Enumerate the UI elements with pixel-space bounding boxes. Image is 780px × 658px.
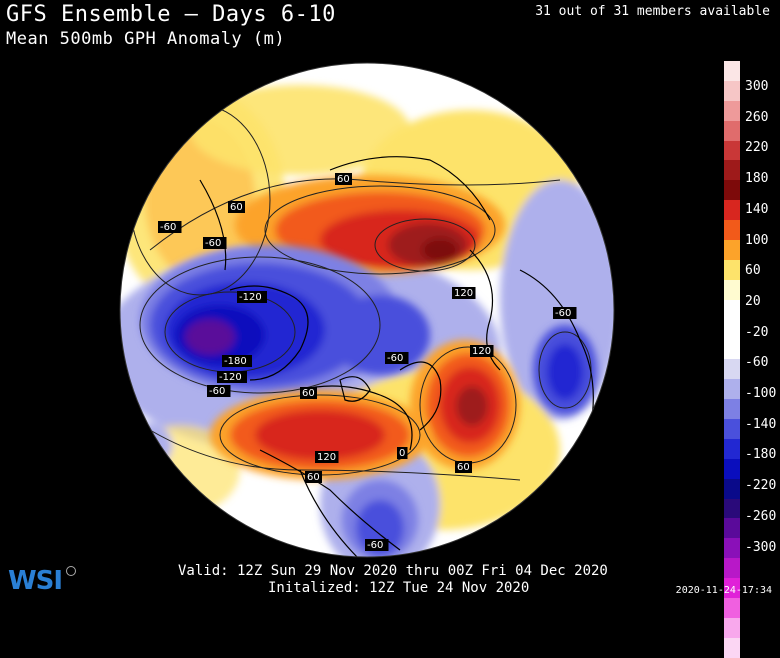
legend-label: 220: [745, 140, 769, 156]
label-60b-pacific: -60: [207, 385, 231, 397]
anomaly-field: [120, 85, 614, 557]
legend-swatch: [724, 438, 740, 459]
legend-swatch: [724, 61, 740, 81]
label-120b-pacific: -120: [217, 371, 247, 383]
legend-label: 140: [745, 201, 769, 217]
legend-swatch: [724, 160, 740, 181]
legend-swatch: [724, 558, 740, 579]
svg-text:60: 60: [337, 174, 350, 185]
label-60-pacific: -60: [203, 237, 227, 249]
label-60-arctic: 60: [335, 173, 352, 185]
svg-text:60: 60: [307, 472, 320, 483]
label-120-siberia: 120: [452, 287, 476, 299]
label-60-center: -60: [385, 352, 409, 364]
map-title: GFS Ensemble — Days 6-10: [6, 2, 336, 27]
legend-label: 180: [745, 171, 769, 187]
legend-swatch: [724, 617, 740, 638]
legend-label: -300: [745, 539, 777, 555]
legend-swatch: [724, 120, 740, 141]
legend-swatch: [724, 399, 740, 420]
legend-swatch: [724, 319, 740, 340]
svg-text:60: 60: [302, 388, 315, 399]
svg-text:120: 120: [317, 452, 336, 463]
label-180-pacific: -180: [222, 355, 252, 367]
color-legend: [724, 61, 740, 658]
legend-swatch: [724, 339, 740, 360]
svg-text:-60: -60: [160, 222, 176, 233]
legend-label: 20: [745, 293, 761, 309]
label-60-atlantic: 60: [455, 461, 472, 473]
legend-label: -260: [745, 508, 777, 524]
svg-text:0: 0: [399, 448, 405, 459]
svg-text:-60: -60: [367, 540, 383, 551]
legend-swatch: [724, 220, 740, 241]
legend-swatch: [724, 359, 740, 380]
polar-map: -60 -60 -120 -180 -120 -60 60 120 -60 120 -60 60 120…: [119, 62, 615, 558]
timestamp: 2020-11-24-17:34: [675, 585, 772, 596]
legend-swatch: [724, 518, 740, 539]
label-60-southeast: -60: [365, 539, 389, 551]
legend-swatch: [724, 140, 740, 161]
legend-label: -180: [745, 447, 777, 463]
svg-text:-60: -60: [209, 386, 225, 397]
initialized-time: Initalized: 12Z Tue 24 Nov 2020: [268, 580, 530, 596]
svg-text:120: 120: [472, 346, 491, 357]
svg-text:-120: -120: [239, 292, 262, 303]
legend-swatch: [724, 200, 740, 221]
legend-swatch: [724, 578, 740, 599]
label-120-atlantic: 120: [470, 345, 494, 357]
legend-swatch: [724, 637, 740, 658]
legend-swatch: [724, 240, 740, 260]
label-120-canada: 120: [315, 451, 339, 463]
label-60-north: 60: [228, 201, 245, 213]
logo-mark-icon: [66, 566, 76, 576]
legend-label: -60: [745, 355, 769, 371]
legend-swatch: [724, 498, 740, 519]
svg-text:-60: -60: [205, 238, 221, 249]
svg-text:-60: -60: [387, 353, 403, 364]
legend-swatch: [724, 80, 740, 101]
legend-swatch: [724, 100, 740, 121]
valid-period: Valid: 12Z Sun 29 Nov 2020 thru 00Z Fri …: [178, 563, 608, 579]
label-120-pacific: -120: [237, 291, 267, 303]
svg-text:120: 120: [454, 288, 473, 299]
svg-text:60: 60: [457, 462, 470, 473]
legend-swatch: [724, 379, 740, 400]
legend-swatch: [724, 478, 740, 499]
legend-label: 300: [745, 79, 769, 94]
legend-swatch: [724, 259, 740, 280]
label-60-us: 60: [305, 471, 322, 483]
legend-label: 100: [745, 232, 769, 248]
map-subtitle: Mean 500mb GPH Anomaly (m): [6, 29, 286, 49]
legend-label: -100: [745, 386, 777, 401]
legend-swatch: [724, 419, 740, 439]
legend-label: 260: [745, 109, 769, 125]
svg-text:-120: -120: [219, 372, 242, 383]
wsi-logo: WSI: [8, 566, 63, 596]
label-60-canada: 60: [300, 387, 317, 399]
label-0-greenland: 0: [397, 447, 408, 459]
legend-label: -220: [745, 478, 777, 494]
label-60-nw: -60: [158, 221, 182, 233]
svg-text:60: 60: [230, 202, 243, 213]
legend-swatch: [724, 299, 740, 320]
legend-swatch: [724, 279, 740, 300]
svg-text:-60: -60: [555, 308, 571, 319]
label-60-europe: -60: [553, 307, 577, 319]
members-available: 31 out of 31 members available: [535, 4, 770, 19]
legend-label: -20: [745, 324, 769, 340]
legend-swatch: [724, 538, 740, 559]
legend-label: -140: [745, 416, 777, 432]
legend-swatch: [724, 180, 740, 201]
legend-swatch: [724, 458, 740, 479]
legend-swatch: [724, 598, 740, 618]
svg-text:-180: -180: [224, 356, 247, 367]
legend-label: 60: [745, 263, 761, 279]
